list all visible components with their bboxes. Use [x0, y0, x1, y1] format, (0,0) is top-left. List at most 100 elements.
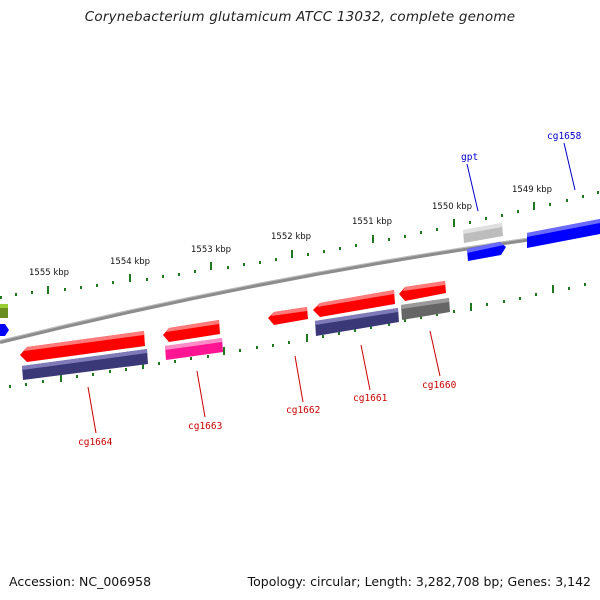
accession-text: Accession: NC_006958: [9, 574, 152, 589]
gene-label-gpt[interactable]: gpt: [461, 152, 478, 163]
tick-mark: [146, 278, 148, 281]
tick-mark: [76, 375, 78, 378]
tick-major: [291, 250, 293, 258]
scale-label: 1549 kbp: [512, 185, 552, 195]
tick-mark: [239, 349, 241, 352]
gene-label-cg1658[interactable]: cg1658: [547, 131, 582, 142]
tick-mark: [256, 346, 258, 349]
tick-major: [60, 374, 62, 382]
tick-major: [223, 347, 225, 355]
tick-mark: [174, 360, 176, 363]
tick-mark: [388, 238, 390, 241]
tick-mark: [15, 293, 17, 296]
tick-mark: [31, 291, 33, 294]
tick-major: [142, 361, 144, 369]
tick-mark: [469, 221, 471, 224]
map-title: Corynebacterium glutamicum ATCC 13032, c…: [84, 9, 516, 25]
tick-mark: [190, 357, 192, 360]
tick-mark: [355, 244, 357, 247]
tick-mark: [0, 296, 2, 299]
tick-mark: [517, 210, 519, 213]
tick-mark: [404, 235, 406, 238]
tick-mark: [194, 270, 196, 273]
tick-mark: [584, 283, 586, 286]
tick-mark: [486, 303, 488, 306]
tick-mark: [207, 355, 209, 358]
tick-mark: [549, 203, 551, 206]
leader-cg1661: [360, 344, 371, 391]
scale-label: 1551 kbp: [352, 217, 392, 227]
tick-mark: [288, 341, 290, 344]
leader-cg1658: [563, 142, 576, 191]
gene-label-cg1660[interactable]: cg1660: [422, 380, 457, 391]
tick-mark: [125, 368, 127, 371]
gene-labels: cg1658 gpt cg1660 cg1661 cg1662 cg1663 c…: [78, 131, 582, 448]
tick-major: [47, 286, 49, 294]
tick-mark: [25, 383, 27, 386]
tick-major: [306, 334, 308, 342]
tick-mark: [404, 319, 406, 322]
tick-mark: [92, 373, 94, 376]
tick-major: [129, 274, 131, 282]
leader-gpt: [466, 163, 479, 212]
tick-major: [453, 219, 455, 227]
tick-major: [470, 303, 472, 311]
scale-labels: 1549 kbp 1550 kbp 1551 kbp 1552 kbp 1553…: [29, 185, 552, 278]
tick-mark: [259, 261, 261, 264]
tick-mark: [178, 273, 180, 276]
leader-cg1664: [87, 386, 97, 434]
tick-mark: [354, 329, 356, 332]
tick-mark: [485, 217, 487, 220]
leader-cg1663: [196, 370, 206, 418]
tick-mark: [307, 253, 309, 256]
tick-mark: [453, 310, 455, 313]
scale-label: 1555 kbp: [29, 268, 69, 278]
tick-mark: [323, 250, 325, 253]
tick-mark: [420, 316, 422, 319]
gene-label-cg1664[interactable]: cg1664: [78, 437, 113, 448]
tick-major: [372, 235, 374, 243]
tick-mark: [370, 326, 372, 329]
tick-major: [552, 285, 554, 293]
tick-mark: [96, 284, 98, 287]
tick-mark: [338, 332, 340, 335]
tick-mark: [566, 199, 568, 202]
genome-backbone: [0, 228, 600, 344]
feature-gpt[interactable]: [467, 242, 506, 261]
gene-label-cg1661[interactable]: cg1661: [353, 393, 388, 404]
tick-mark: [9, 385, 11, 388]
tick-mark: [227, 266, 229, 269]
scale-label: 1550 kbp: [432, 202, 472, 212]
gene-label-cg1662[interactable]: cg1662: [286, 405, 320, 416]
tick-mark: [436, 313, 438, 316]
gene-label-cg1663[interactable]: cg1663: [188, 421, 222, 432]
leader-cg1660: [429, 330, 441, 377]
tick-mark: [272, 344, 274, 347]
forward-features: [0, 219, 600, 336]
tick-mark: [64, 288, 66, 291]
inner-tick-ring: [9, 283, 586, 388]
outer-tick-ring: [0, 191, 599, 299]
tick-mark: [275, 258, 277, 261]
tick-mark: [322, 335, 324, 338]
reverse-features: [20, 281, 450, 380]
tick-mark: [503, 300, 505, 303]
tick-mark: [420, 231, 422, 234]
tick-mark: [436, 228, 438, 231]
tick-mark: [80, 286, 82, 289]
tick-mark: [339, 247, 341, 250]
feature-blue-small[interactable]: [0, 324, 9, 336]
tick-mark: [158, 362, 160, 365]
tick-mark: [519, 297, 521, 300]
tick-mark: [109, 370, 111, 373]
tick-mark: [42, 380, 44, 383]
genome-summary-text: Topology: circular; Length: 3,282,708 bp…: [247, 574, 591, 589]
scale-label: 1554 kbp: [110, 257, 150, 267]
tick-mark: [112, 281, 114, 284]
tick-major: [210, 262, 212, 270]
tick-mark: [582, 195, 584, 198]
tick-mark: [243, 263, 245, 266]
tick-mark: [501, 214, 503, 217]
scale-label: 1553 kbp: [191, 245, 231, 255]
